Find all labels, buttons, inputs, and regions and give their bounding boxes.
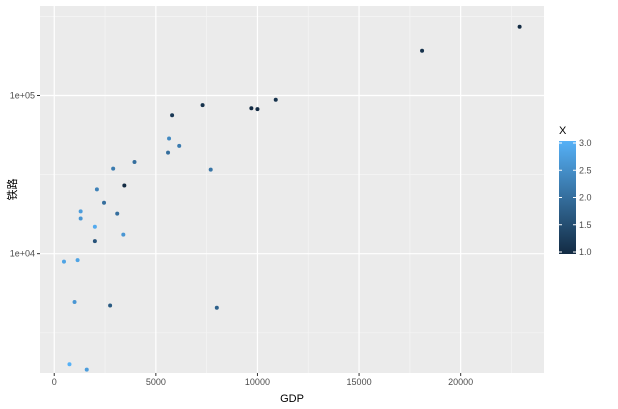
data-point xyxy=(61,259,66,264)
data-point xyxy=(177,143,182,148)
y-axis: 1e+04 1e+05 xyxy=(10,90,40,259)
data-point xyxy=(92,224,97,229)
data-point xyxy=(166,150,171,155)
data-point xyxy=(167,136,172,141)
y-tick-label: 1e+04 xyxy=(10,249,35,259)
data-point xyxy=(78,216,83,221)
data-point xyxy=(92,239,97,244)
x-axis: 0 5000 10000 15000 20000 xyxy=(52,373,473,387)
x-tick-label: 0 xyxy=(52,377,57,387)
legend-ticks: 1.0 1.5 2.0 2.5 3.0 xyxy=(559,138,592,257)
data-point xyxy=(78,209,83,214)
legend-tick-label: 2.5 xyxy=(579,165,592,175)
data-point xyxy=(122,183,127,188)
y-axis-title: 铁路 xyxy=(6,179,19,201)
data-point xyxy=(121,232,126,237)
data-point xyxy=(517,24,522,29)
data-point xyxy=(94,187,99,192)
data-points xyxy=(61,24,522,372)
legend-colorbar xyxy=(559,141,576,254)
data-point xyxy=(170,113,175,118)
data-point xyxy=(273,97,278,102)
x-axis-title: GDP xyxy=(280,393,304,405)
data-point xyxy=(132,159,137,164)
x-tick-label: 5000 xyxy=(146,377,166,387)
color-legend: X 1.0 1.5 2.0 2.5 3.0 xyxy=(559,125,592,257)
legend-title: X xyxy=(559,125,567,137)
grid-minor xyxy=(40,6,544,373)
legend-tick-label: 3.0 xyxy=(579,138,592,148)
data-point xyxy=(108,303,113,308)
data-point xyxy=(72,299,77,304)
data-point xyxy=(214,305,219,310)
data-point xyxy=(208,167,213,172)
legend-tick-label: 1.0 xyxy=(579,247,592,257)
plot-panel xyxy=(40,6,544,373)
data-point xyxy=(255,107,260,112)
data-point xyxy=(67,362,72,367)
legend-tick-label: 1.5 xyxy=(579,220,592,230)
data-point xyxy=(111,166,116,171)
y-tick-label: 1e+05 xyxy=(10,90,35,100)
legend-tick-label: 2.0 xyxy=(579,193,592,203)
data-point xyxy=(102,200,107,205)
x-tick-label: 10000 xyxy=(245,377,270,387)
data-point xyxy=(84,367,89,372)
grid-major xyxy=(40,6,544,373)
data-point xyxy=(75,258,80,263)
x-tick-label: 15000 xyxy=(347,377,372,387)
data-point xyxy=(249,106,254,111)
x-tick-label: 20000 xyxy=(448,377,473,387)
data-point xyxy=(115,211,120,216)
data-point xyxy=(420,48,425,53)
data-point xyxy=(200,103,205,108)
